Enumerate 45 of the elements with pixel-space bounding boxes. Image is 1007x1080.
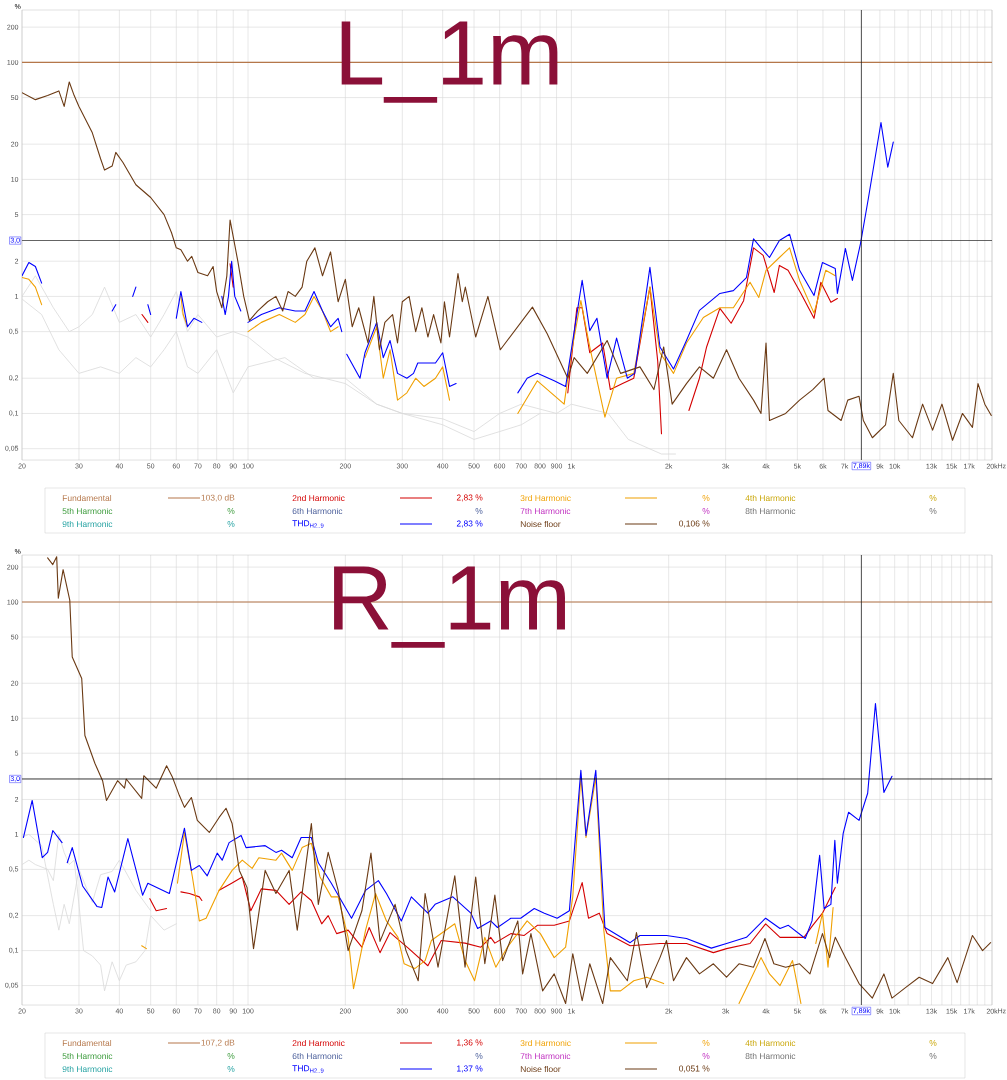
text: 7th Harmonic xyxy=(520,1052,571,1060)
text: % xyxy=(702,508,710,514)
text: % xyxy=(227,1066,235,1072)
text: % xyxy=(227,1053,235,1059)
text: THD$_{H2..9}$ xyxy=(292,1065,324,1073)
text: 2nd Harmonic xyxy=(292,494,345,502)
text: Fundamental xyxy=(62,494,112,502)
text: 5th Harmonic xyxy=(62,1052,113,1060)
text: 8th Harmonic xyxy=(745,507,796,515)
chart-title: R_1m xyxy=(334,566,565,648)
text: 2,83 % xyxy=(456,520,483,528)
text: % xyxy=(702,1040,710,1046)
text: 6th Harmonic xyxy=(292,1052,343,1060)
text: 5th Harmonic xyxy=(62,507,113,515)
text: 8th Harmonic xyxy=(745,1052,796,1060)
text: 9th Harmonic xyxy=(62,520,113,528)
text: % xyxy=(929,495,937,501)
text: 7th Harmonic xyxy=(520,507,571,515)
text: % xyxy=(929,1040,937,1046)
text: 0,051 % xyxy=(679,1065,710,1073)
text: % xyxy=(227,508,235,514)
text: 103,0 dB xyxy=(201,494,235,502)
text: 4th Harmonic xyxy=(745,494,796,502)
text: 1,36 % xyxy=(457,1039,483,1047)
text: Noise floor xyxy=(520,520,561,528)
text: % xyxy=(702,495,710,501)
text: 6th Harmonic xyxy=(292,507,343,515)
text: 4th Harmonic xyxy=(745,1039,796,1047)
text: % xyxy=(929,508,937,514)
text: THD$_{H2..9}$ xyxy=(292,520,324,528)
text: 9th Harmonic xyxy=(62,1065,113,1073)
text: % xyxy=(929,1053,937,1059)
text: 1,37 % xyxy=(457,1065,483,1073)
text: 107,2 dB xyxy=(201,1039,235,1047)
text: % xyxy=(702,1053,710,1059)
text: % xyxy=(227,521,235,527)
text: Noise floor xyxy=(520,1065,561,1073)
text: 2,83 % xyxy=(456,494,483,502)
text: 2nd Harmonic xyxy=(292,1039,345,1047)
text: % xyxy=(475,1053,483,1059)
text: Fundamental xyxy=(62,1039,112,1047)
text: % xyxy=(475,508,483,514)
text: 0,106 % xyxy=(679,520,710,528)
text: 3rd Harmonic xyxy=(520,494,571,502)
text: 3rd Harmonic xyxy=(520,1039,571,1047)
